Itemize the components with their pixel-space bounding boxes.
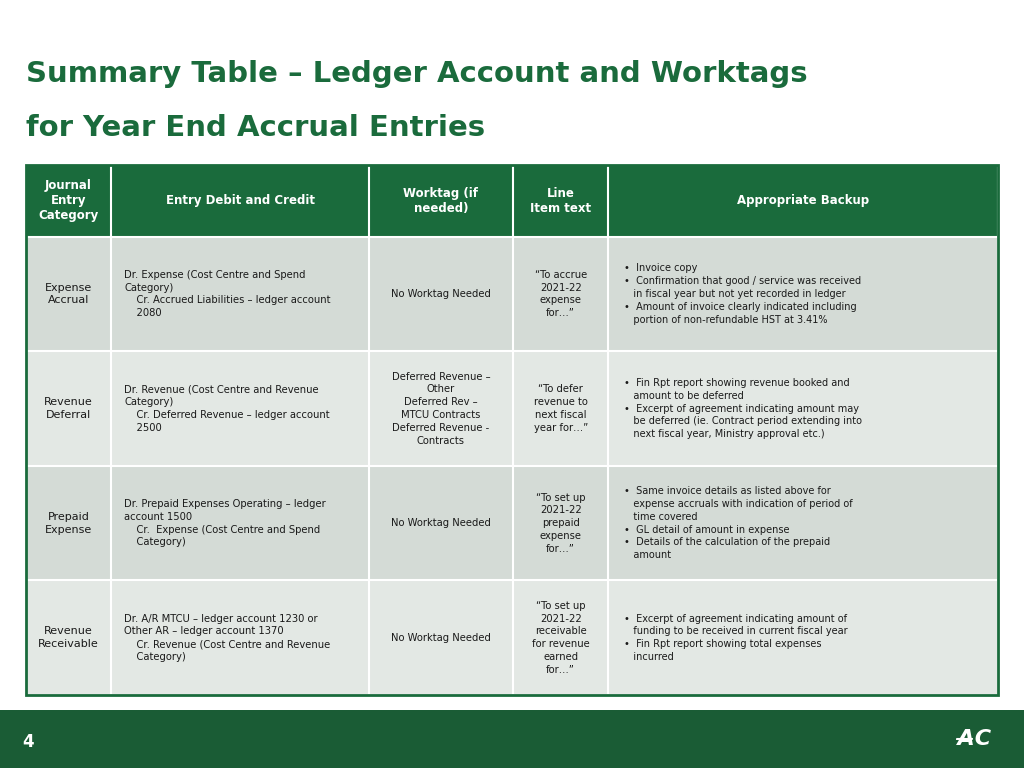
Text: Appropriate Backup: Appropriate Backup [737,194,869,207]
Text: Expense
Accrual: Expense Accrual [45,283,92,306]
Text: “To set up
2021-22
receivable
for revenue
earned
for…”: “To set up 2021-22 receivable for revenu… [531,601,590,675]
Text: Revenue
Deferral: Revenue Deferral [44,397,93,420]
Text: Dr. Prepaid Expenses Operating – ledger
account 1500
    Cr.  Expense (Cost Cent: Dr. Prepaid Expenses Operating – ledger … [124,499,326,548]
Text: “To accrue
2021-22
expense
for…”: “To accrue 2021-22 expense for…” [535,270,587,318]
Text: Entry Debit and Credit: Entry Debit and Credit [166,194,314,207]
Text: 4: 4 [23,733,34,751]
Text: Summary Table – Ledger Account and Worktags: Summary Table – Ledger Account and Workt… [26,60,807,88]
Text: Journal
Entry
Category: Journal Entry Category [38,180,98,223]
Text: A̶C: A̶C [953,729,991,750]
Text: Prepaid
Expense: Prepaid Expense [45,511,92,535]
Text: No Worktag Needed: No Worktag Needed [391,289,490,299]
Text: •  Invoice copy
•  Confirmation that good / service was received
   in fiscal ye: • Invoice copy • Confirmation that good … [624,263,861,325]
Text: Dr. A/R MTCU – ledger account 1230 or
Other AR – ledger account 1370
    Cr. Rev: Dr. A/R MTCU – ledger account 1230 or Ot… [124,614,331,662]
Text: Revenue
Receivable: Revenue Receivable [38,627,98,649]
Text: “To defer
revenue to
next fiscal
year for…”: “To defer revenue to next fiscal year fo… [534,384,588,432]
Text: No Worktag Needed: No Worktag Needed [391,518,490,528]
Text: Dr. Revenue (Cost Centre and Revenue
Category)
    Cr. Deferred Revenue – ledger: Dr. Revenue (Cost Centre and Revenue Cat… [124,384,330,432]
Text: “To set up
2021-22
prepaid
expense
for…”: “To set up 2021-22 prepaid expense for…” [536,492,586,554]
Text: No Worktag Needed: No Worktag Needed [391,633,490,643]
Text: •  Fin Rpt report showing revenue booked and
   amount to be deferred
•  Excerpt: • Fin Rpt report showing revenue booked … [624,378,862,439]
Text: Deferred Revenue –
Other
Deferred Rev –
MTCU Contracts
Deferred Revenue -
Contra: Deferred Revenue – Other Deferred Rev – … [391,372,490,445]
Text: Line
Item text: Line Item text [530,187,591,215]
Text: Dr. Expense (Cost Centre and Spend
Category)
    Cr. Accrued Liabilities – ledge: Dr. Expense (Cost Centre and Spend Categ… [124,270,331,318]
Text: •  Excerpt of agreement indicating amount of
   funding to be received in curren: • Excerpt of agreement indicating amount… [624,614,848,662]
Text: Worktag (if
needed): Worktag (if needed) [403,187,478,215]
Text: for Year End Accrual Entries: for Year End Accrual Entries [26,114,484,142]
Text: •  Same invoice details as listed above for
   expense accruals with indication : • Same invoice details as listed above f… [624,486,853,560]
